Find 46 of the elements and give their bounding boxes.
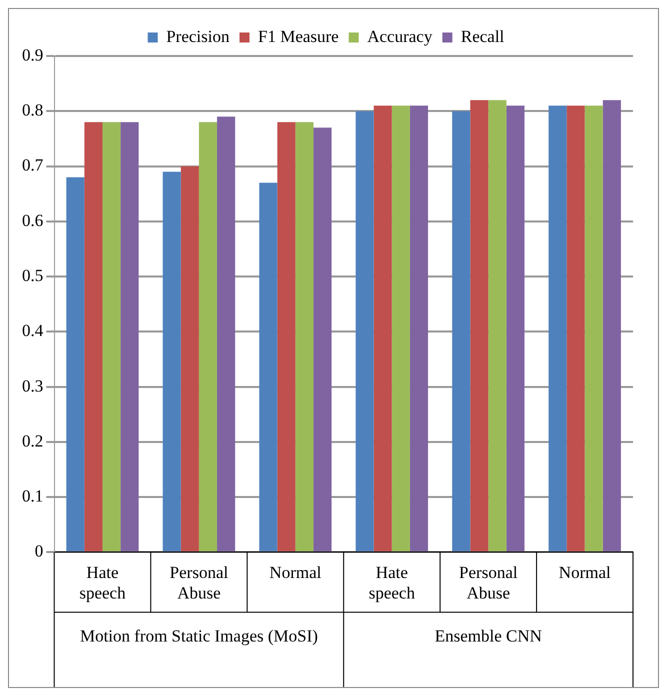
bar [259,182,278,552]
x-tick-label: Normal [558,562,612,582]
bar [84,122,102,552]
bar [410,106,428,552]
bar [356,111,374,552]
text: Motion from Static Images (MoSI) [80,626,318,646]
bar [584,106,603,552]
y-tick-label: 0.3 [22,376,44,396]
bar [566,106,585,552]
y-tick-label: 0.1 [22,486,44,506]
bar [162,172,181,552]
y-tick-label: 0.7 [22,156,44,175]
bar [66,177,84,552]
x-tick-label: Personal Abuse [170,562,228,602]
x-tick-label: Hate speech [79,562,126,602]
y-tick-label: 0.2 [22,431,44,450]
x-tick-label: Normal [269,562,322,582]
x-tick-label: Personal Abuse [459,562,518,602]
bar [180,166,199,552]
bar [120,122,139,552]
y-tick-label: 0.5 [22,266,44,285]
bar [548,106,567,552]
bar [506,106,524,552]
bar [452,111,470,552]
x-tick-label: Hate speech [368,562,416,602]
y-tick-label: 0 [34,542,44,561]
bar [295,122,314,552]
bar [374,106,392,552]
bar [102,122,121,552]
bar [217,116,236,552]
y-tick-label: 0.8 [22,100,44,120]
legend-label: Precision [166,26,230,46]
legend-label: Recall [460,26,505,46]
bar [198,122,218,552]
bar [470,100,488,552]
bar [602,100,621,552]
bar [313,128,332,552]
legend-label: F1 Measure [258,26,339,46]
y-tick-label: 0.9 [22,45,44,64]
bar [277,122,296,552]
bar [488,100,506,552]
bar [392,106,410,552]
legend-label: Accuracy [367,26,433,46]
y-tick-label: 0.6 [22,210,44,230]
text: Ensemble CNN [434,626,542,646]
y-tick-label: 0.4 [22,321,44,340]
